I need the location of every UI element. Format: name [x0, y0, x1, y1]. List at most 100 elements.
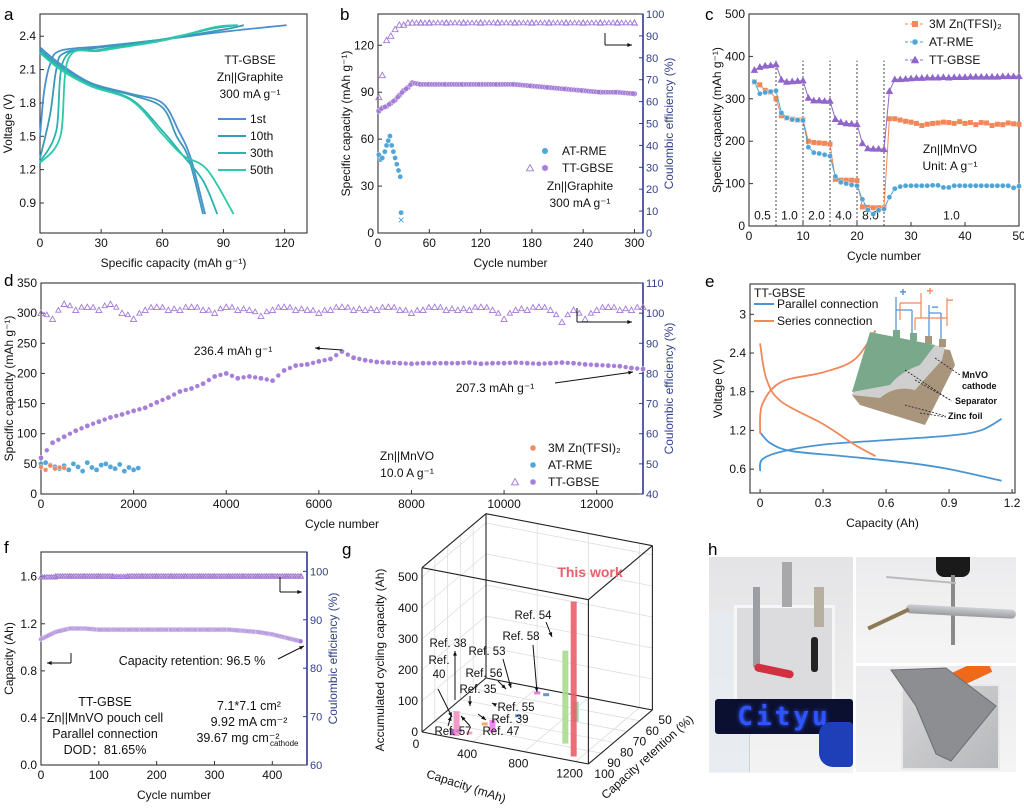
pouch-cell-side: [905, 604, 1016, 619]
grid-line: [421, 646, 487, 702]
ce-point-tt-gbse: [483, 303, 491, 310]
ce-point-tt-gbse: [511, 306, 520, 313]
legend-label: AT-RME: [548, 458, 592, 472]
ce-point-tt-gbse: [118, 309, 126, 316]
cell-tab: [893, 330, 900, 338]
ce-point-tt-gbse: [387, 31, 395, 39]
y-tick-label: 80: [620, 745, 634, 759]
data-point-circle: [983, 182, 990, 189]
data-point-circle: [800, 117, 806, 124]
y-tick-label: 70: [633, 735, 647, 749]
capacity-point-at-rme: [42, 459, 49, 466]
data-point-circle: [1016, 183, 1022, 189]
data-point-square: [908, 119, 914, 125]
ce-point-tt-gbse: [396, 306, 404, 313]
data-point-square: [973, 122, 979, 128]
data-point-square: [805, 138, 811, 144]
capacity-point-tt-gbse: [258, 375, 264, 382]
capacity-point-tt-gbse: [275, 372, 281, 379]
ce-point-tt-gbse: [434, 19, 442, 26]
x-tick-label: 0: [746, 229, 753, 243]
x-axis-title: Capacity (Ah): [846, 516, 919, 530]
ce-point-tt-gbse: [159, 303, 166, 310]
y-tick-label: 0.6: [729, 462, 746, 476]
y-tick-label: 150: [17, 397, 37, 411]
data-point-triangle: [826, 96, 834, 104]
annotation: Zn||MnVO: [380, 449, 434, 463]
ce-point-tt-gbse: [391, 25, 399, 33]
capacity-point-tt-gbse: [72, 427, 79, 434]
grid-line: [421, 615, 487, 671]
y2-tick-label: 60: [310, 760, 322, 772]
y-tick-label: 250: [17, 336, 37, 350]
x-tick-label: 10: [796, 229, 810, 243]
data-point-triangle: [777, 75, 786, 83]
data-point-triangle: [891, 75, 899, 83]
bar-label: Ref. 56: [465, 668, 502, 680]
capacity-point-tt-gbse: [547, 360, 554, 366]
data-point-triangle: [885, 87, 894, 95]
x-tick-label: 2000: [120, 497, 147, 511]
photo-drill-test: [856, 557, 1016, 663]
legend-label: AT-RME: [929, 35, 973, 49]
x-tick-label: 90: [217, 236, 231, 250]
data-point-circle: [827, 153, 833, 159]
capacity-point-tt-gbse: [403, 360, 409, 367]
data-point-square: [827, 141, 833, 147]
legend-marker: [912, 21, 918, 27]
data-point-circle: [989, 182, 995, 189]
bar-label: This work: [557, 564, 623, 580]
data-point-circle: [865, 207, 871, 213]
ce-point-tt-gbse: [413, 19, 420, 26]
data-point-triangle: [874, 144, 883, 152]
data-point-circle: [919, 182, 925, 189]
capacity-point-tt-gbse: [640, 366, 646, 372]
ce-point-tt-gbse: [633, 303, 641, 310]
data-point-triangle: [847, 119, 856, 127]
ce-point-tt-gbse: [425, 303, 433, 310]
bar-label-arrow-head: [548, 632, 553, 637]
data-point-circle: [816, 150, 823, 157]
y-tick-label: 200: [725, 134, 745, 148]
data-point-triangle: [804, 94, 813, 101]
ce-point-tt-gbse: [321, 306, 328, 313]
bar-label-arrow-head: [501, 684, 506, 689]
data-point-circle: [751, 79, 758, 85]
ce-point-tt-gbse: [419, 306, 427, 313]
capacity-point-tt-gbse: [403, 85, 410, 92]
capacity-point-tt-gbse: [165, 394, 172, 401]
ce-point-tt-gbse: [468, 19, 476, 26]
data-point-square: [967, 120, 973, 126]
charge-curve-50th: [39, 24, 238, 164]
capacity-point-tt-gbse: [130, 408, 137, 414]
ce-point-tt-gbse: [588, 19, 596, 26]
data-point-triangle: [820, 96, 829, 104]
data-point-square: [854, 178, 860, 184]
y-tick-label: 300: [725, 92, 745, 106]
data-point-triangle: [907, 74, 915, 82]
data-point-square: [978, 120, 984, 126]
bar-label-arrow-head: [453, 651, 457, 656]
ce-point-tt-gbse: [66, 302, 74, 309]
data-point-circle: [1005, 182, 1012, 189]
ce-point-tt-gbse: [485, 19, 493, 26]
grid-line: [447, 710, 615, 743]
capacity-point-tt-gbse: [119, 411, 125, 418]
y-axis-title: Capacity (Ah): [2, 622, 16, 695]
x-tick-label: 6000: [305, 497, 332, 511]
y2-tick-label: 40: [646, 489, 658, 501]
ce-point-tt-gbse: [494, 19, 502, 26]
y-tick-label: 120: [354, 38, 374, 52]
x-axis-title: Cycle number: [847, 249, 921, 263]
ce-point-tt-gbse: [263, 308, 271, 315]
capacity-point-tt-gbse: [593, 362, 600, 368]
inset-label-mnvo: MnVO: [962, 370, 988, 380]
info-right-subscript: cathode: [270, 739, 299, 748]
cathode-layer: [852, 332, 935, 392]
ce-point-tt-gbse: [571, 19, 578, 26]
capacity-point-tt-gbse: [194, 383, 200, 389]
legend-label: 10th: [250, 129, 273, 143]
capacity-point-tt-gbse: [252, 374, 258, 380]
tab-left: [753, 587, 760, 667]
